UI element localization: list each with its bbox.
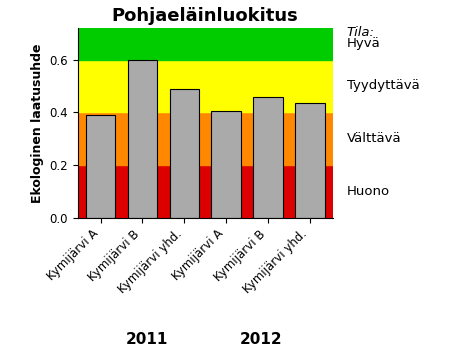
Text: Huono: Huono — [346, 185, 389, 198]
Bar — [77, 28, 332, 60]
Bar — [211, 111, 240, 218]
Text: Tila:: Tila: — [346, 26, 374, 39]
Text: Välttävä: Välttävä — [346, 132, 400, 145]
Bar — [169, 88, 198, 218]
Text: Hyvä: Hyvä — [346, 37, 379, 51]
Text: 2012: 2012 — [239, 332, 282, 347]
Bar — [77, 112, 332, 165]
Title: Pohjaeläinluokitus: Pohjaeläinluokitus — [111, 7, 298, 25]
Text: 2011: 2011 — [125, 332, 167, 347]
Bar — [127, 60, 157, 218]
Bar — [77, 60, 332, 112]
Bar — [77, 165, 332, 218]
Bar — [253, 97, 282, 218]
Y-axis label: Ekologinen laatusuhde: Ekologinen laatusuhde — [30, 43, 44, 203]
Bar — [86, 115, 115, 218]
Bar — [294, 103, 324, 218]
Text: Tyydyttävä: Tyydyttävä — [346, 79, 419, 93]
